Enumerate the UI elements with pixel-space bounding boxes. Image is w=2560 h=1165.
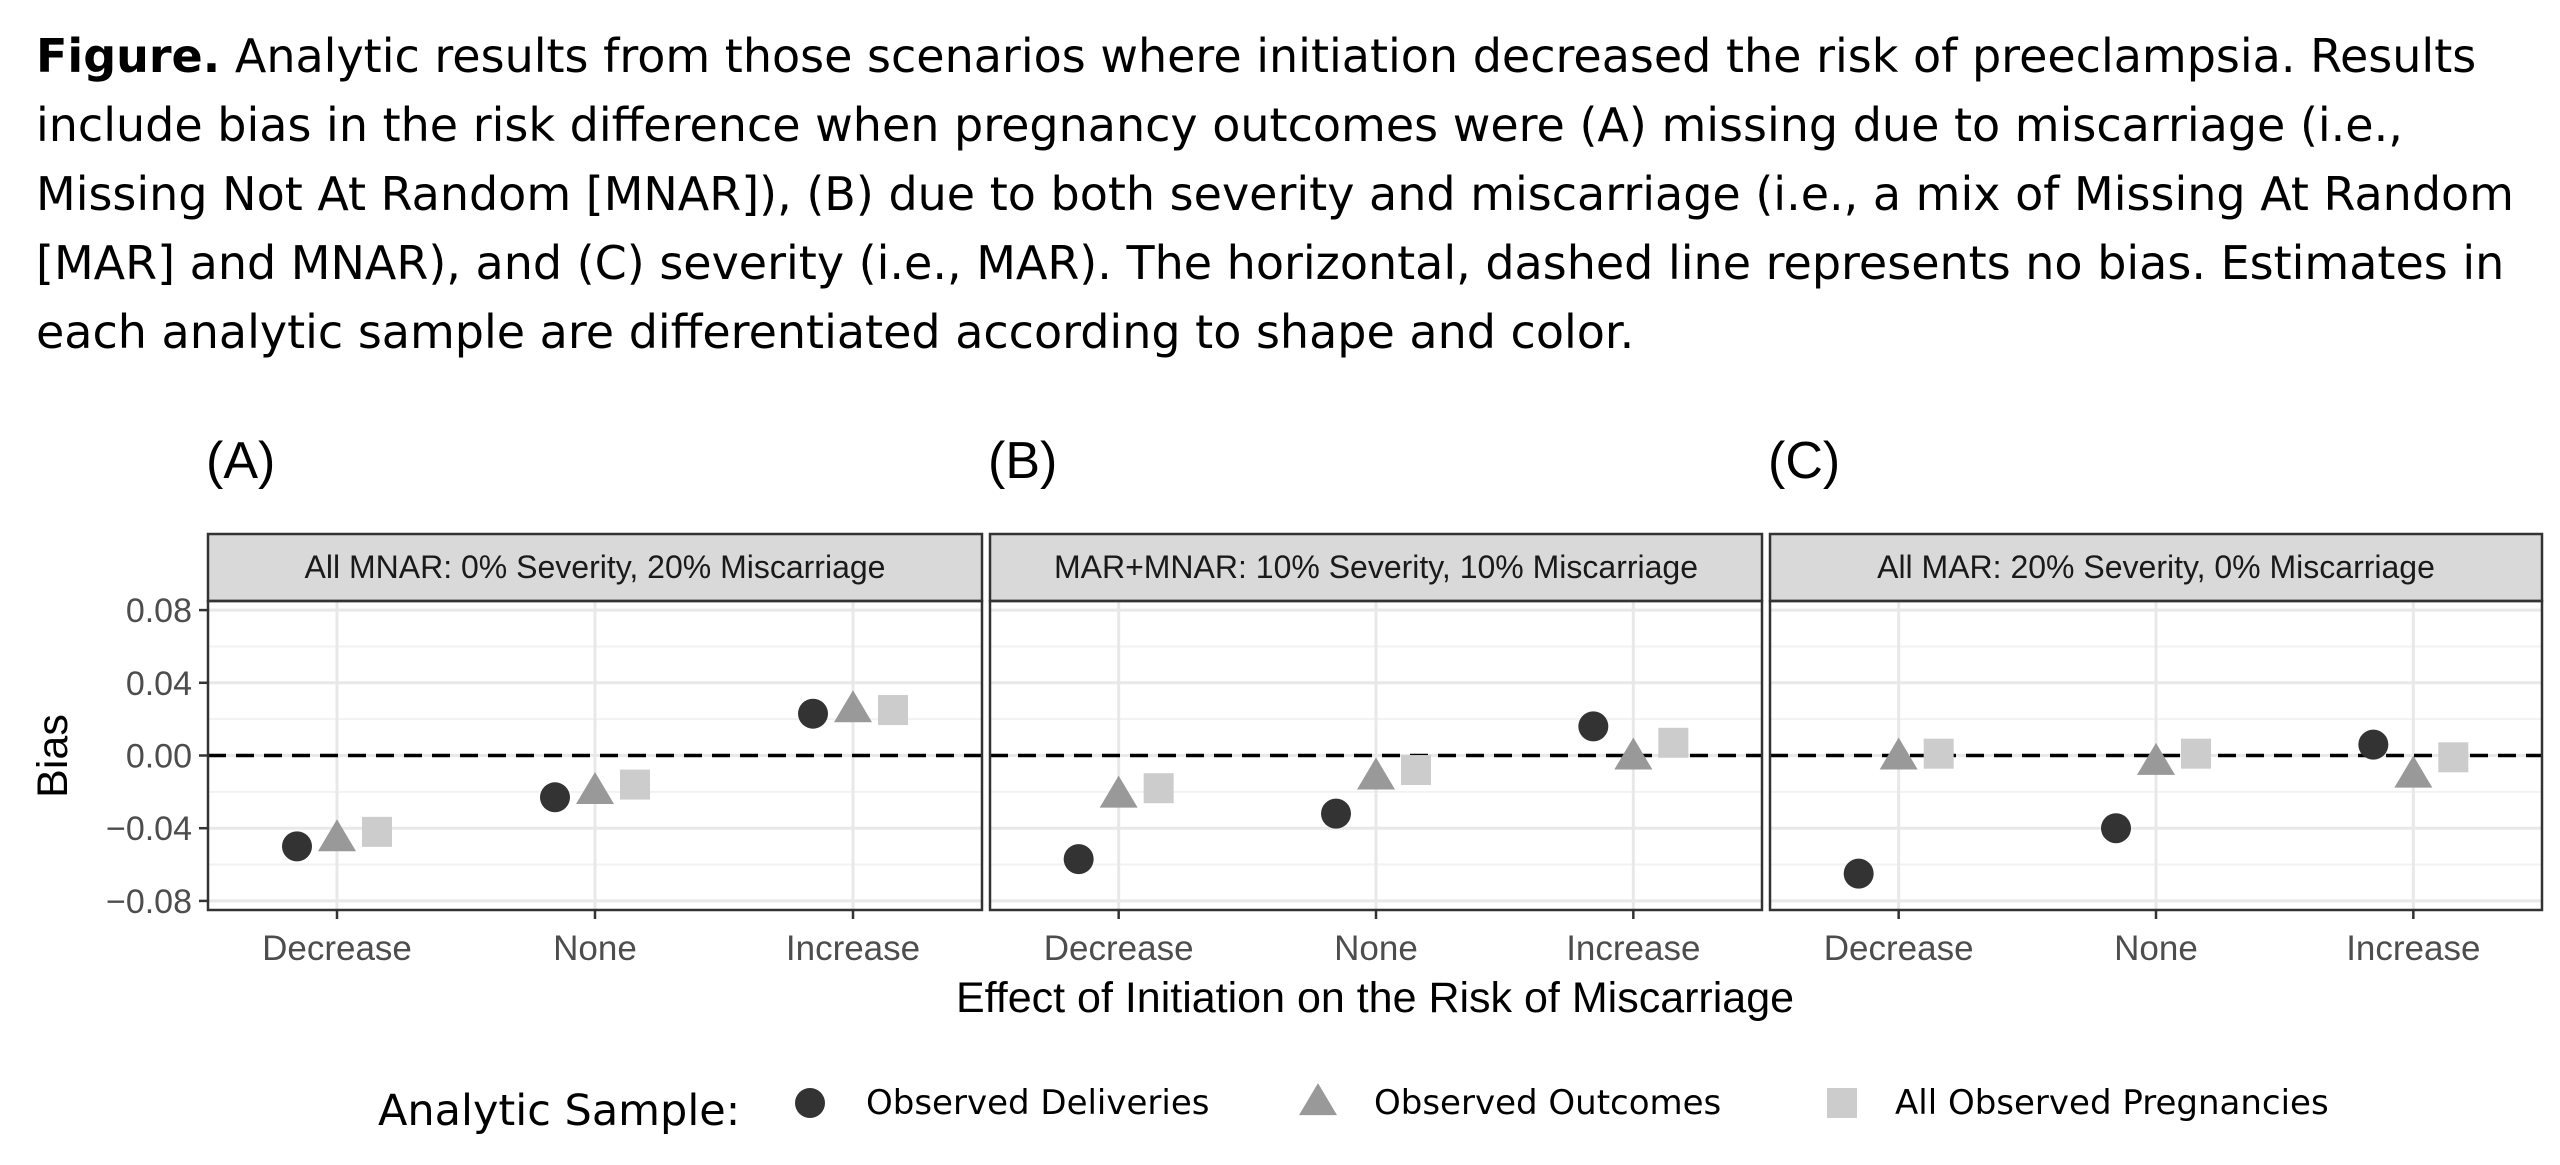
- data-point-square: [1658, 727, 1689, 758]
- x-tick-label: Increase: [2346, 929, 2480, 968]
- data-point-circle: [1843, 858, 1874, 889]
- data-point-circle: [282, 831, 312, 862]
- legend-key-circle: [795, 1088, 825, 1118]
- x-tick-label: None: [2114, 929, 2198, 968]
- facet-strip-label: MAR+MNAR: 10% Severity, 10% Miscarriage: [1054, 549, 1698, 585]
- x-tick-label: Increase: [786, 929, 920, 968]
- data-point-square: [1401, 755, 1431, 786]
- x-tick-label: Decrease: [1044, 929, 1194, 968]
- x-tick-label: None: [1334, 929, 1418, 968]
- y-tick-label: 0.04: [126, 665, 192, 703]
- panel-label: (A): [206, 432, 275, 490]
- legend-key-triangle: [1299, 1083, 1337, 1116]
- y-tick-label: −0.04: [106, 810, 192, 848]
- panel-label: (B): [988, 432, 1057, 490]
- y-tick-label: 0.08: [126, 592, 192, 630]
- data-point-square: [362, 816, 392, 847]
- data-point-square: [878, 695, 908, 726]
- data-point-triangle: [2394, 755, 2433, 788]
- caption-text: Analytic results from those scenarios wh…: [36, 29, 2514, 359]
- legend-label: Observed Outcomes: [1374, 1083, 1721, 1123]
- data-point-circle: [1321, 798, 1351, 829]
- data-point-circle: [2358, 729, 2389, 760]
- data-point-triangle: [1879, 737, 1918, 770]
- y-tick-label: −0.08: [106, 883, 192, 921]
- data-point-circle: [2101, 813, 2131, 844]
- x-tick-label: None: [553, 929, 637, 968]
- x-tick-label: Increase: [1566, 929, 1700, 968]
- facet-strip-label: All MNAR: 0% Severity, 20% Miscarriage: [305, 549, 886, 585]
- x-axis-title: Effect of Initiation on the Risk of Misc…: [956, 974, 1794, 1022]
- y-axis-title: Bias: [29, 714, 77, 798]
- legend-label: Observed Deliveries: [866, 1083, 1209, 1123]
- data-point-circle: [1578, 711, 1609, 742]
- figure-caption: Figure. Analytic results from those scen…: [36, 22, 2536, 367]
- legend-key-square: [1827, 1088, 1857, 1118]
- data-point-circle: [1063, 844, 1094, 875]
- data-point-square: [2181, 738, 2211, 769]
- panel-label: (C): [1768, 432, 1840, 490]
- data-point-circle: [540, 782, 570, 813]
- data-point-square: [620, 769, 650, 800]
- data-point-triangle: [576, 772, 614, 805]
- caption-bold-prefix: Figure.: [36, 29, 221, 83]
- x-tick-label: Decrease: [262, 929, 412, 968]
- data-point-triangle: [2137, 742, 2175, 775]
- legend-title: Analytic Sample:: [378, 1086, 740, 1136]
- data-point-square: [2438, 742, 2469, 773]
- data-point-triangle: [318, 819, 356, 852]
- data-point-triangle: [1099, 775, 1138, 808]
- data-point-circle: [798, 698, 828, 729]
- y-tick-label: 0.00: [126, 738, 192, 776]
- data-point-triangle: [1614, 737, 1653, 770]
- data-point-triangle: [1357, 757, 1395, 790]
- facet-strip-label: All MAR: 20% Severity, 0% Miscarriage: [1877, 549, 2435, 585]
- data-point-square: [1923, 738, 1954, 769]
- legend-label: All Observed Pregnancies: [1895, 1083, 2329, 1123]
- data-point-triangle: [834, 690, 872, 723]
- x-tick-label: Decrease: [1824, 929, 1974, 968]
- data-point-square: [1143, 773, 1174, 804]
